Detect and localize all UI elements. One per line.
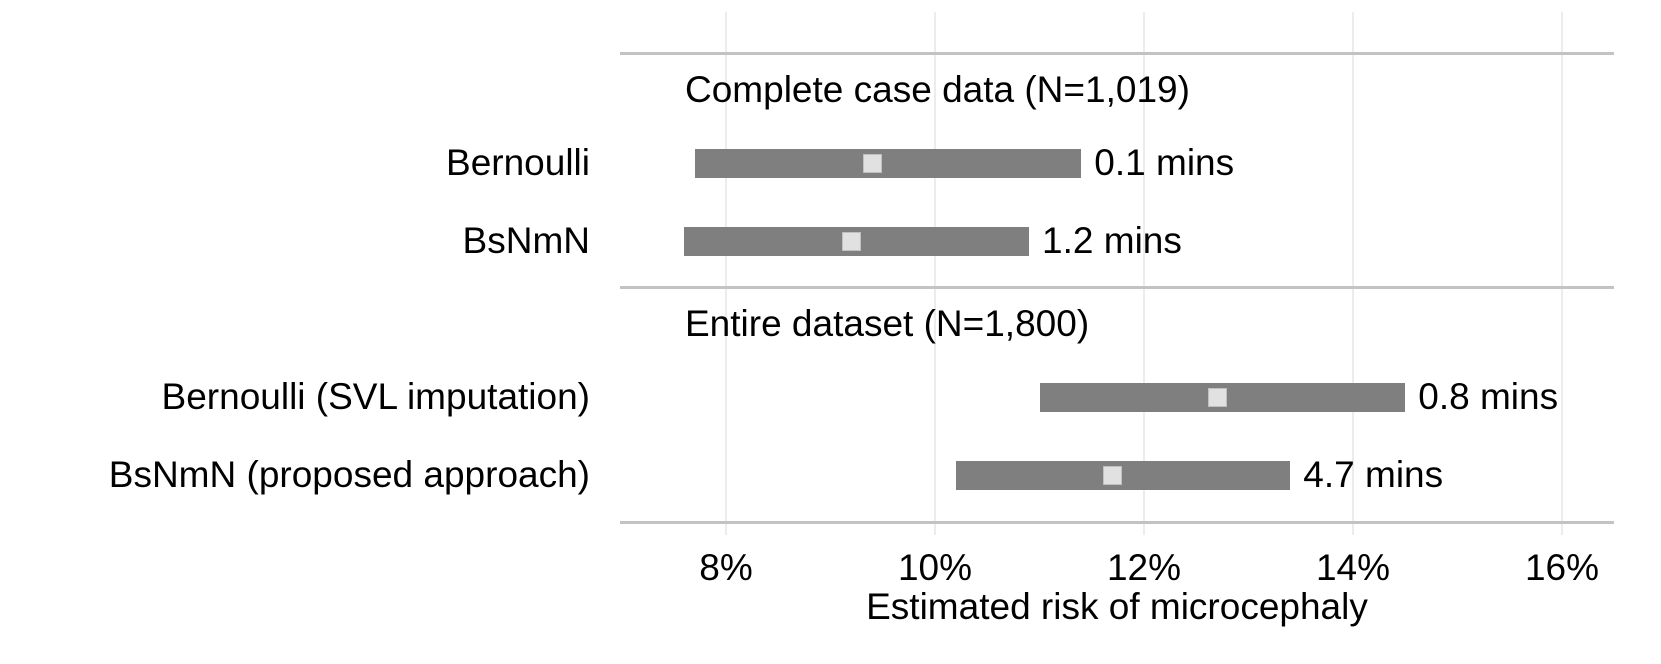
interval-bar — [955, 460, 1291, 490]
point-estimate-marker — [1103, 465, 1123, 485]
panel-header-entire-dataset: Entire dataset (N=1,800) — [685, 303, 1090, 344]
x-gridline — [1561, 12, 1563, 535]
runtime-label: 0.8 mins — [1418, 376, 1559, 417]
x-axis-line — [620, 521, 1614, 524]
x-tick-label: 8% — [699, 547, 753, 588]
point-estimate-marker — [841, 231, 861, 251]
x-gridline — [1143, 12, 1145, 535]
row-label-bernoulli-svl: Bernoulli (SVL imputation) — [161, 376, 590, 417]
panel-separator-line — [620, 52, 1614, 55]
runtime-label: 1.2 mins — [1042, 220, 1182, 261]
x-gridline — [725, 12, 727, 535]
point-estimate-marker — [862, 153, 882, 173]
panel-separator-line — [620, 286, 1614, 289]
runtime-label: 0.1 mins — [1094, 142, 1235, 183]
x-tick-label: 12% — [1106, 547, 1182, 588]
panel-header-complete-case: Complete case data (N=1,019) — [685, 69, 1190, 110]
x-tick-label: 16% — [1524, 547, 1600, 588]
x-tick-label: 10% — [897, 547, 973, 588]
point-estimate-marker — [1207, 387, 1227, 407]
x-axis-title: Estimated risk of microcephaly — [866, 586, 1368, 627]
row-label-bsnmn: BsNmN — [462, 220, 590, 261]
x-gridline — [934, 12, 936, 535]
x-tick-label: 14% — [1315, 547, 1391, 588]
x-gridline — [1352, 12, 1354, 535]
runtime-label: 4.7 mins — [1303, 454, 1444, 495]
interval-bar — [694, 148, 1082, 178]
row-label-bernoulli: Bernoulli — [446, 142, 590, 183]
row-label-bsnmn-proposed: BsNmN (proposed approach) — [108, 454, 590, 495]
